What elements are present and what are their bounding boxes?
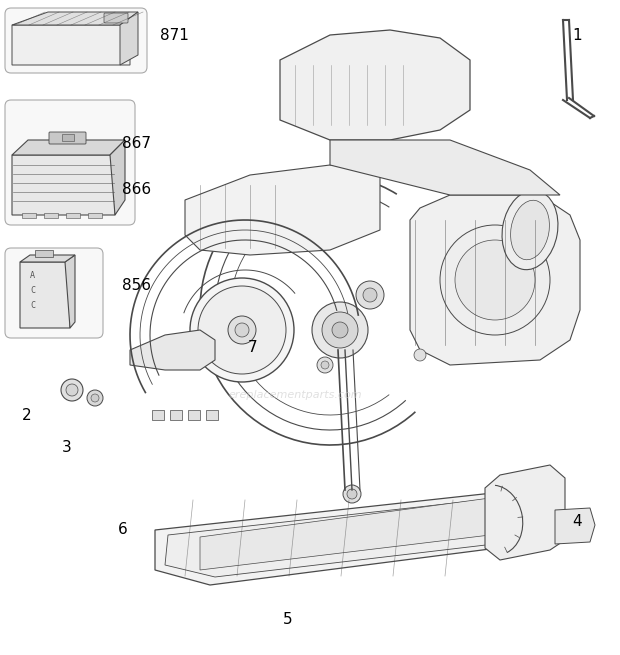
Bar: [35, 250, 53, 257]
Text: 3: 3: [62, 441, 72, 455]
Circle shape: [332, 322, 348, 338]
Text: 6: 6: [118, 523, 128, 538]
Text: ereplacementparts.com: ereplacementparts.com: [228, 390, 362, 400]
Polygon shape: [555, 508, 595, 544]
Polygon shape: [280, 30, 470, 140]
Circle shape: [363, 288, 377, 302]
Bar: [170, 410, 182, 420]
Circle shape: [455, 240, 535, 320]
Text: 2: 2: [22, 407, 32, 422]
Bar: [188, 410, 200, 420]
FancyBboxPatch shape: [5, 8, 147, 73]
Bar: [152, 410, 164, 420]
Polygon shape: [120, 12, 138, 65]
Circle shape: [414, 349, 426, 361]
Text: 867: 867: [122, 136, 151, 151]
FancyBboxPatch shape: [49, 132, 86, 144]
Ellipse shape: [511, 200, 549, 260]
Circle shape: [190, 278, 294, 382]
Text: 871: 871: [160, 28, 189, 43]
Text: 5: 5: [283, 612, 293, 627]
Bar: [88, 213, 102, 218]
Circle shape: [312, 302, 368, 358]
Polygon shape: [410, 195, 580, 365]
Text: C: C: [30, 301, 35, 310]
Text: 1: 1: [572, 28, 582, 43]
Circle shape: [440, 225, 550, 335]
Polygon shape: [330, 140, 560, 195]
Circle shape: [322, 312, 358, 348]
Text: 866: 866: [122, 183, 151, 198]
Circle shape: [356, 281, 384, 309]
Bar: [66, 213, 80, 218]
Bar: [206, 410, 218, 420]
Bar: [44, 213, 58, 218]
Polygon shape: [200, 498, 515, 570]
Circle shape: [235, 323, 249, 337]
Bar: [22, 213, 36, 218]
Circle shape: [321, 361, 329, 369]
Polygon shape: [12, 25, 130, 65]
FancyBboxPatch shape: [104, 13, 128, 23]
FancyBboxPatch shape: [5, 100, 135, 225]
Polygon shape: [185, 165, 380, 255]
Polygon shape: [12, 12, 138, 25]
Bar: [62, 134, 74, 141]
Circle shape: [347, 489, 357, 499]
Circle shape: [317, 357, 333, 373]
Polygon shape: [12, 155, 115, 215]
Polygon shape: [485, 465, 565, 560]
Text: C: C: [30, 286, 35, 295]
Circle shape: [91, 394, 99, 402]
Polygon shape: [20, 255, 75, 262]
Polygon shape: [110, 140, 125, 215]
Polygon shape: [12, 140, 125, 155]
Circle shape: [343, 485, 361, 503]
Polygon shape: [165, 497, 545, 577]
Ellipse shape: [502, 191, 558, 270]
Polygon shape: [20, 262, 70, 328]
Polygon shape: [130, 330, 215, 370]
Text: 4: 4: [572, 514, 582, 529]
Circle shape: [228, 316, 256, 344]
Circle shape: [198, 286, 286, 374]
Text: A: A: [30, 271, 35, 280]
Text: 7: 7: [248, 341, 258, 356]
Circle shape: [87, 390, 103, 406]
Polygon shape: [155, 490, 560, 585]
Polygon shape: [65, 255, 75, 328]
FancyBboxPatch shape: [5, 248, 103, 338]
Circle shape: [66, 384, 78, 396]
Text: 856: 856: [122, 278, 151, 293]
Circle shape: [61, 379, 83, 401]
